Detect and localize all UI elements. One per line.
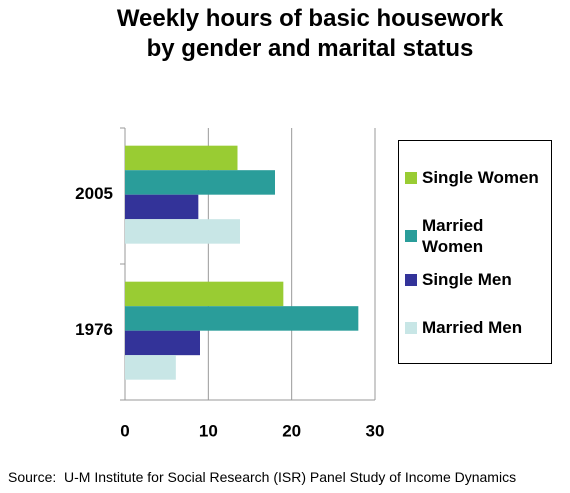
bar xyxy=(125,170,275,195)
x-tick-label: 30 xyxy=(366,421,385,440)
legend-swatch xyxy=(405,321,417,334)
bar xyxy=(125,145,238,171)
legend-item: Married Men xyxy=(405,317,544,338)
legend-label: Married Men xyxy=(422,318,523,337)
legend-swatch xyxy=(405,273,417,286)
bar xyxy=(125,194,199,220)
bar xyxy=(125,219,240,244)
bar xyxy=(125,281,284,307)
legend-item: Single Women xyxy=(405,167,544,188)
legend-label: Married Women xyxy=(422,216,484,256)
bar xyxy=(125,355,176,380)
x-tick-label: 20 xyxy=(282,421,301,440)
legend-item: Single Men xyxy=(405,269,544,290)
x-tick-label: 10 xyxy=(199,421,218,440)
legend-label: Single Men xyxy=(422,270,512,289)
chart-title: Weekly hours of basic housework by gende… xyxy=(116,5,504,62)
legend-label: Single Women xyxy=(422,168,539,187)
bar xyxy=(125,330,200,356)
source-note: Source: U-M Institute for Social Researc… xyxy=(8,469,517,485)
bar xyxy=(125,306,359,331)
x-tick-label: 0 xyxy=(120,421,129,440)
legend-swatch xyxy=(405,230,417,242)
legend-item: Married Women xyxy=(405,215,544,257)
y-tick-label: 2005 xyxy=(75,184,113,203)
legend-swatch xyxy=(405,171,417,184)
y-tick-label: 1976 xyxy=(75,320,113,339)
legend: Single Women Married Women Single Men Marri… xyxy=(398,140,552,364)
